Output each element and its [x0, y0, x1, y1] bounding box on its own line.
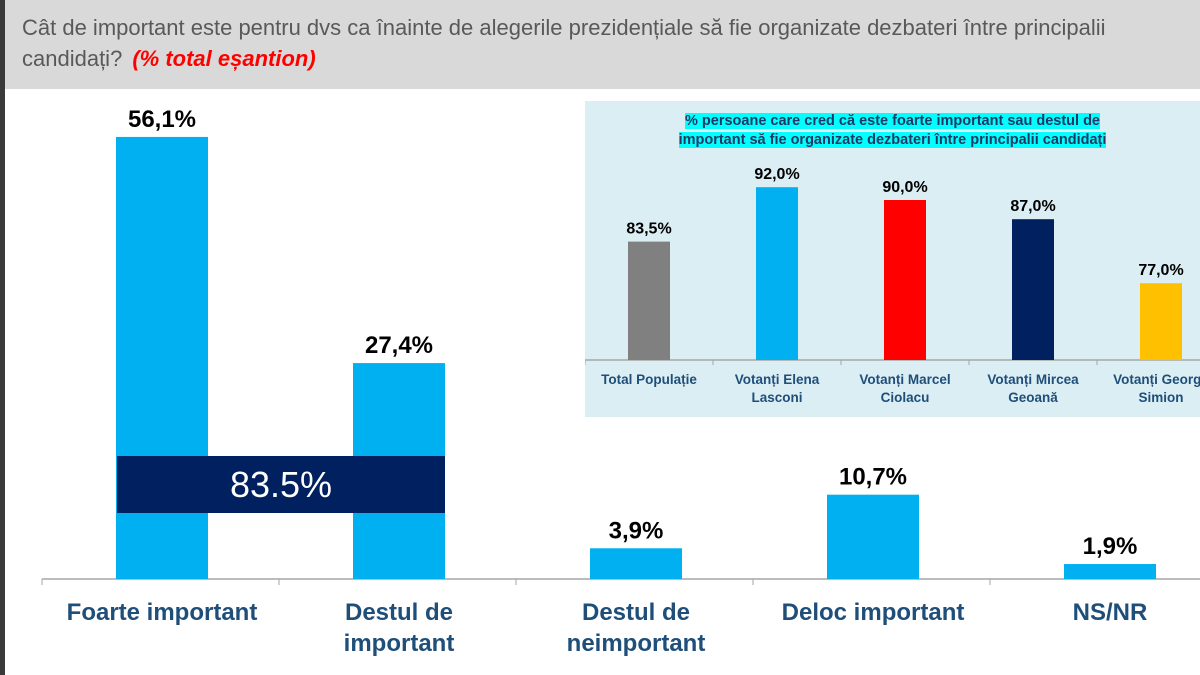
- inset-chart: 83,5% Total Populație 92,0% Votanți Elena La…: [585, 166, 1200, 405]
- data-label: 90,0%: [882, 179, 927, 196]
- data-label: 3,9%: [609, 517, 664, 544]
- header-bar: Cât de important este pentru dvs ca înai…: [5, 0, 1200, 89]
- category-label: Votanți Marcel: [859, 372, 950, 387]
- data-label: 83,5%: [626, 221, 671, 238]
- category-label: Votanți George: [1113, 372, 1200, 387]
- question-subtitle: (% total eșantion): [132, 46, 316, 71]
- bar: [1064, 564, 1156, 579]
- combined-total-label: 83.5%: [117, 456, 445, 513]
- data-label: 1,9%: [1083, 533, 1138, 560]
- category-label: neimportant: [567, 630, 706, 657]
- bar: [1012, 219, 1054, 360]
- category-label: important: [344, 630, 455, 657]
- category-label: Geoană: [1008, 390, 1058, 405]
- inset-title-line: % persoane care cred că este foarte impo…: [684, 113, 1100, 129]
- data-label: 77,0%: [1138, 262, 1183, 279]
- category-label: Foarte important: [67, 599, 258, 626]
- data-label: 27,4%: [365, 332, 433, 359]
- bar: [884, 200, 926, 360]
- category-label: Lasconi: [751, 390, 802, 405]
- inset-chart-panel: % persoane care cred că este foarte impo…: [585, 101, 1200, 417]
- category-label: Total Populație: [601, 372, 697, 387]
- bar: [628, 241, 670, 360]
- category-label: Destul de: [582, 599, 690, 626]
- bar: [827, 494, 919, 579]
- inset-title-line: important să fie organizate dezbateri în…: [678, 132, 1107, 148]
- category-label: Votanți Elena: [735, 372, 820, 387]
- question-text: Cât de important este pentru dvs ca înai…: [22, 15, 1106, 71]
- category-label: Deloc important: [782, 599, 965, 626]
- data-label: 10,7%: [839, 464, 907, 491]
- category-label: NS/NR: [1073, 599, 1148, 626]
- question-title: Cât de important este pentru dvs ca înai…: [22, 12, 1200, 74]
- category-label: Ciolacu: [881, 390, 930, 405]
- data-label: 92,0%: [754, 166, 799, 183]
- bar: [590, 548, 682, 579]
- inset-chart-title: % persoane care cred că este foarte impo…: [585, 112, 1200, 150]
- category-label: Simion: [1138, 390, 1183, 405]
- category-label: Destul de: [345, 599, 453, 626]
- data-label: 56,1%: [128, 106, 196, 133]
- bar: [756, 187, 798, 360]
- category-label: Votanți Mircea: [987, 372, 1079, 387]
- bar: [1140, 283, 1182, 360]
- data-label: 87,0%: [1010, 198, 1055, 215]
- window-edge: [0, 0, 5, 675]
